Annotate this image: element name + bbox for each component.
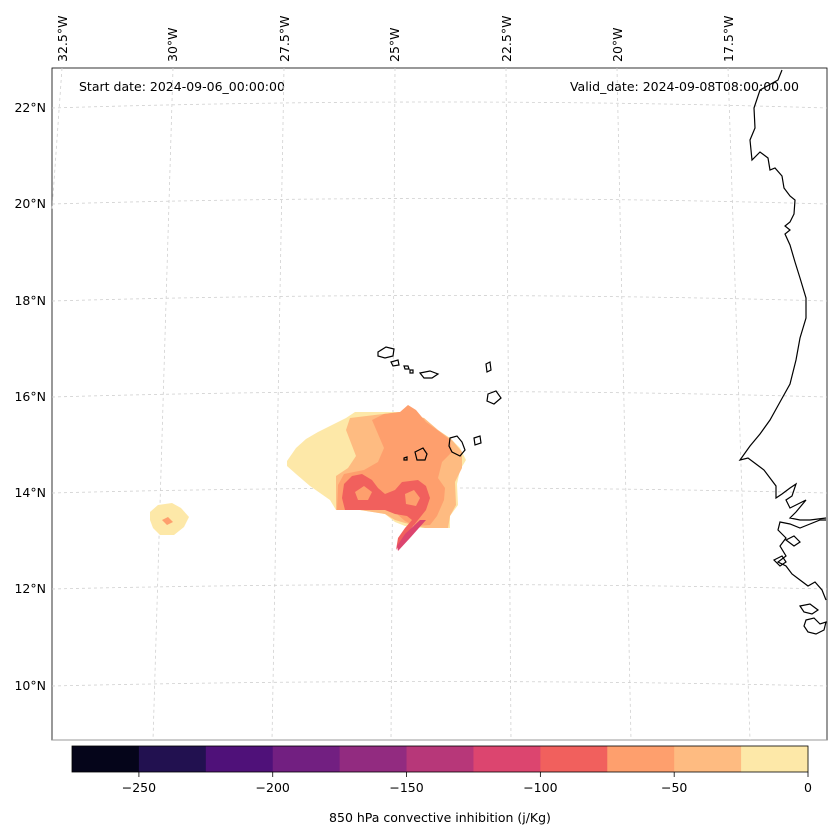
colorbar-swatch — [741, 746, 809, 772]
colorbar-swatch — [272, 746, 341, 772]
lon-label: 25°W — [387, 27, 402, 62]
lon-label: 30°W — [165, 27, 180, 62]
colorbar-ticks: −250 −200 −150 −100 −50 0 — [122, 772, 812, 795]
lon-label: 20°W — [610, 27, 625, 62]
lon-label: 17.5°W — [721, 16, 736, 62]
latitude-labels: 22°N 20°N 18°N 16°N 14°N 12°N 10°N — [14, 100, 46, 693]
lat-label: 22°N — [14, 100, 46, 115]
colorbar-swatches — [72, 746, 809, 772]
colorbar-swatch — [540, 746, 608, 772]
colorbar-tick-label: 0 — [804, 780, 812, 795]
lat-label: 20°N — [14, 196, 46, 211]
cape-verde-islands — [377, 346, 502, 461]
lat-label: 16°N — [14, 389, 46, 404]
colorbar-tick-label: −150 — [389, 780, 423, 795]
colorbar-swatch — [205, 746, 274, 772]
colorbar-tick-label: −200 — [256, 780, 290, 795]
lat-label: 10°N — [14, 678, 46, 693]
map-border — [51, 67, 828, 741]
cin-patch-west-inner — [162, 517, 173, 525]
map-panel — [51, 67, 828, 741]
colorbar-swatch — [674, 746, 742, 772]
lat-label: 14°N — [14, 485, 46, 500]
lon-label: 27.5°W — [277, 16, 292, 62]
colorbar-tick-label: −50 — [661, 780, 687, 795]
cin-patch-main-tail — [397, 520, 426, 551]
colorbar-swatch — [339, 746, 408, 772]
colorbar-tick-label: −100 — [523, 780, 557, 795]
colorbar-swatch — [72, 746, 140, 772]
graticule-meridians — [51, 67, 751, 741]
colorbar-swatch — [406, 746, 474, 772]
lat-label: 18°N — [14, 293, 46, 308]
colorbar-border — [71, 745, 809, 773]
colorbar-swatch — [473, 746, 541, 772]
colorbar-label: 850 hPa convective inhibition (j/Kg) — [329, 810, 551, 825]
cin-field — [150, 405, 466, 551]
start-date-label: Start date: 2024-09-06_00:00:00 — [79, 79, 285, 94]
africa-coastline — [738, 69, 827, 635]
colorbar-swatch — [607, 746, 675, 772]
colorbar: −250 −200 −150 −100 −50 0 850 hPa convective … — [71, 745, 812, 825]
colorbar-tick-label: −250 — [122, 780, 156, 795]
longitude-labels: 32.5°W 30°W 27.5°W 25°W 22.5°W 20°W 17.5… — [55, 16, 736, 62]
lon-label: 32.5°W — [55, 16, 70, 62]
graticule-parallels — [51, 101, 828, 687]
valid-date-label: Valid_date: 2024-09-08T08:00:00.00 — [570, 79, 799, 94]
lon-label: 22.5°W — [499, 16, 514, 62]
lat-label: 12°N — [14, 581, 46, 596]
colorbar-swatch — [138, 746, 207, 772]
